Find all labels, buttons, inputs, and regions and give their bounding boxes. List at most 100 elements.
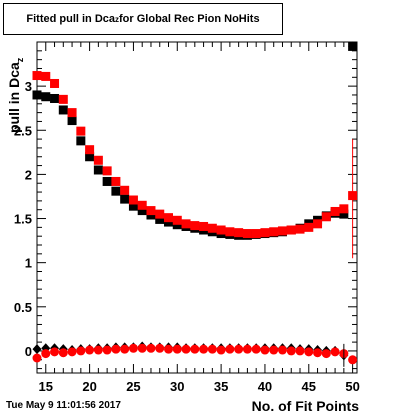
data-point bbox=[190, 221, 200, 231]
data-point bbox=[128, 201, 138, 211]
chart-title: Fitted pull in Dca z for Global Rec Pion … bbox=[3, 3, 283, 35]
y-axis-label: pull in Dcaz bbox=[6, 57, 25, 133]
data-point bbox=[269, 227, 279, 237]
data-point bbox=[120, 194, 130, 204]
data-point bbox=[137, 343, 147, 353]
data-point bbox=[128, 343, 138, 353]
data-point bbox=[172, 215, 182, 225]
y-tick-label: 0.5 bbox=[14, 300, 32, 315]
data-point bbox=[304, 222, 314, 232]
data-point bbox=[330, 347, 340, 357]
data-point bbox=[234, 344, 244, 354]
y-tick-label: 3 bbox=[25, 79, 32, 94]
title-suffix: for Global Rec Pion NoHits bbox=[119, 13, 260, 25]
data-point bbox=[207, 344, 217, 354]
data-point bbox=[164, 344, 174, 354]
x-tick-label: 40 bbox=[258, 379, 272, 394]
data-point bbox=[32, 90, 42, 100]
data-point bbox=[225, 344, 235, 354]
data-point bbox=[93, 345, 103, 355]
data-point bbox=[313, 348, 323, 358]
data-point bbox=[269, 345, 279, 355]
data-point bbox=[321, 349, 331, 359]
data-point bbox=[102, 176, 112, 186]
data-point bbox=[286, 346, 296, 356]
data-point bbox=[128, 195, 138, 205]
data-point bbox=[155, 209, 165, 219]
y-tick-label: 2 bbox=[25, 167, 32, 182]
y-axis-label-sub: z bbox=[15, 57, 25, 62]
data-point bbox=[85, 345, 95, 355]
data-point bbox=[50, 347, 60, 357]
x-tick-label: 25 bbox=[126, 379, 140, 394]
data-point bbox=[32, 353, 42, 363]
y-tick-label: 0 bbox=[25, 344, 32, 359]
data-point bbox=[146, 343, 156, 353]
data-point bbox=[58, 105, 68, 115]
data-point bbox=[50, 93, 60, 103]
data-point bbox=[339, 204, 349, 214]
data-point bbox=[295, 224, 305, 234]
data-point bbox=[67, 116, 77, 126]
data-point bbox=[120, 185, 130, 195]
x-tick-label: 45 bbox=[302, 379, 316, 394]
data-point bbox=[41, 71, 51, 81]
data-point bbox=[242, 344, 252, 354]
data-point bbox=[216, 345, 226, 355]
data-point bbox=[76, 136, 86, 146]
data-point bbox=[102, 345, 112, 355]
data-point bbox=[58, 94, 68, 104]
data-point bbox=[260, 228, 270, 238]
x-tick-label: 35 bbox=[214, 379, 228, 394]
data-point bbox=[277, 226, 287, 236]
data-point bbox=[277, 345, 287, 355]
data-point bbox=[348, 41, 358, 52]
data-point bbox=[164, 213, 174, 223]
data-point bbox=[58, 348, 68, 358]
x-tick-label: 50 bbox=[345, 379, 359, 394]
data-point bbox=[111, 176, 121, 186]
y-tick-label: 1 bbox=[25, 256, 32, 271]
data-point bbox=[251, 229, 261, 239]
data-point bbox=[102, 166, 112, 176]
data-point bbox=[199, 221, 209, 231]
data-point bbox=[67, 108, 77, 118]
data-point bbox=[120, 344, 130, 354]
data-point bbox=[41, 92, 51, 102]
x-tick-label: 30 bbox=[170, 379, 184, 394]
data-point bbox=[137, 206, 147, 216]
data-point bbox=[199, 344, 209, 354]
data-point bbox=[93, 155, 103, 165]
data-point bbox=[348, 355, 358, 365]
data-point bbox=[304, 347, 314, 357]
x-axis-label: No. of Fit Points bbox=[252, 398, 360, 414]
data-point bbox=[260, 345, 270, 355]
data-point bbox=[216, 225, 226, 235]
data-point bbox=[313, 219, 323, 229]
data-point bbox=[111, 186, 121, 196]
data-point bbox=[330, 206, 340, 216]
data-point bbox=[172, 344, 182, 354]
data-point bbox=[76, 126, 86, 136]
data-point bbox=[242, 229, 252, 239]
data-point bbox=[286, 225, 296, 235]
data-point bbox=[190, 344, 200, 354]
data-point bbox=[251, 344, 261, 354]
data-point bbox=[155, 343, 165, 353]
data-point bbox=[85, 145, 95, 155]
data-point bbox=[146, 206, 156, 216]
title-prefix: Fitted pull in Dca bbox=[26, 13, 116, 25]
data-point bbox=[181, 219, 191, 229]
y-tick-label: 2.5 bbox=[14, 123, 32, 138]
data-point bbox=[85, 152, 95, 162]
data-point bbox=[67, 347, 77, 357]
data-point bbox=[234, 228, 244, 238]
data-point bbox=[41, 349, 51, 359]
title-subscript: z bbox=[115, 14, 120, 24]
data-point bbox=[225, 227, 235, 237]
data-point bbox=[155, 214, 165, 224]
data-point bbox=[50, 78, 60, 88]
data-point bbox=[76, 346, 86, 356]
data-point bbox=[339, 209, 349, 219]
